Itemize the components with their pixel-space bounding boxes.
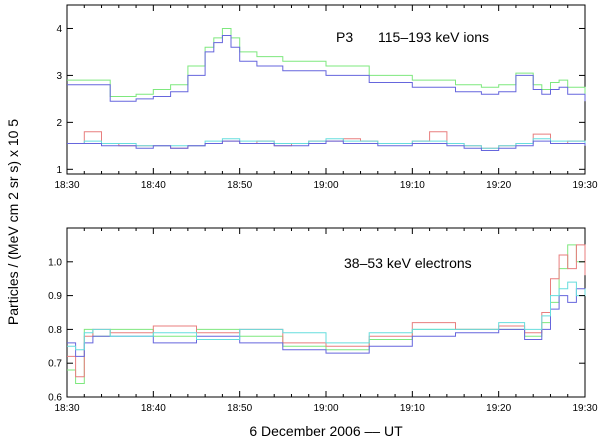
electrons-panel: 18:30 18:40 18:50 19:00 19:10 19:20 19:30 0.6 0.…	[48, 227, 598, 414]
x-tick-label: 18:50	[227, 180, 252, 191]
x-tick-label: 19:30	[572, 403, 597, 414]
y-tick-label: 0.6	[48, 393, 62, 404]
ions-panel: 18:30 18:40 18:50 19:00 19:10 19:20 19:301234 …	[54, 4, 598, 191]
series-electrons-green	[67, 244, 586, 384]
x-tick-label: 19:20	[486, 403, 511, 414]
y-tick-label: 1	[56, 165, 62, 176]
series-ions-blue-low	[67, 140, 586, 151]
x-tick-label: 19:00	[313, 403, 338, 414]
series-electrons-red	[67, 244, 586, 378]
y-tick-label: 4	[56, 24, 62, 35]
series-ions-green	[67, 28, 586, 97]
series-electrons-blue	[67, 288, 586, 357]
x-tick-label: 18:30	[54, 180, 79, 191]
x-tick-label: 19:20	[486, 180, 511, 191]
y-tick-label: 3	[56, 71, 62, 82]
series-ions-blue	[67, 35, 586, 102]
y-tick-label: 1.0	[48, 257, 62, 268]
y-tick-label: 0.9	[48, 291, 62, 302]
y-tick-label: 2	[56, 118, 62, 129]
ions-panel-tag: P3	[336, 29, 353, 45]
ions-series-group	[67, 28, 586, 151]
x-tick-label: 19:30	[572, 180, 597, 191]
x-axis-title: 6 December 2006 –– UT	[249, 423, 403, 439]
electrons-ticks-group: 18:30 18:40 18:50 19:00 19:10 19:20 19:30 0.6 0.…	[48, 228, 598, 414]
x-tick-label: 18:40	[141, 180, 166, 191]
x-tick-label: 18:40	[141, 403, 166, 414]
x-tick-label: 19:10	[400, 180, 425, 191]
ions-ticks-group: 18:30 18:40 18:50 19:00 19:10 19:20 19:30 1 2 3 4	[54, 5, 598, 191]
y-axis-title: Particles / (MeV cm 2 sr s) x 10 5	[5, 119, 21, 325]
y-tick-label: 0.8	[48, 325, 62, 336]
x-tick-label: 18:30	[54, 403, 79, 414]
y-tick-label: 0.7	[48, 359, 62, 370]
electrons-series-group	[67, 244, 586, 384]
x-tick-label: 18:50	[227, 403, 252, 414]
electrons-panel-title: 38–53 keV electrons	[344, 255, 472, 271]
ions-panel-title: 115–193 keV ions	[378, 29, 489, 45]
x-tick-label: 19:10	[400, 403, 425, 414]
electrons-panel-frame	[66, 227, 586, 398]
x-tick-label: 19:00	[313, 180, 338, 191]
series-electrons-cyan	[67, 281, 586, 351]
